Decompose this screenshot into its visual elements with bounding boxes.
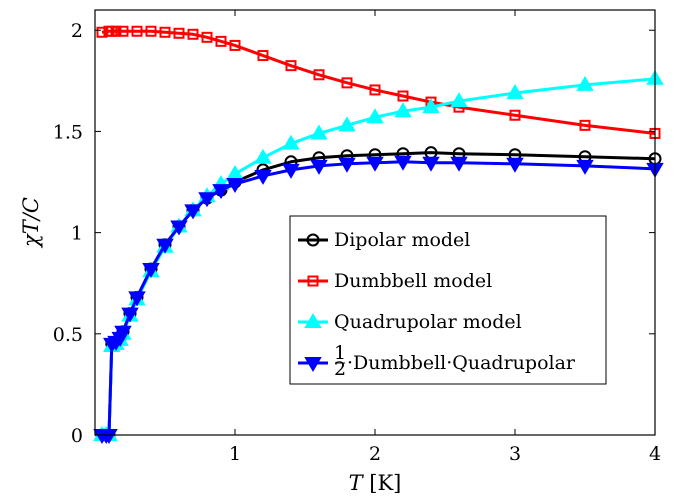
y-tick-label: 1.5 — [53, 121, 83, 143]
data-point — [282, 134, 300, 150]
data-point — [117, 25, 129, 37]
data-point — [506, 83, 524, 99]
data-point — [254, 148, 272, 164]
data-point — [450, 92, 468, 108]
legend-swatch-marker — [307, 275, 319, 287]
data-point — [366, 108, 384, 124]
data-point — [142, 263, 160, 279]
legend-entry-3: Quadrupolar model — [298, 311, 522, 333]
data-point — [187, 28, 199, 40]
data-point — [110, 25, 122, 37]
data-point — [201, 31, 213, 43]
data-point — [369, 84, 381, 96]
ticks-layer: 1 2 3 400.511.52 — [53, 10, 661, 465]
data-point — [184, 204, 202, 220]
x-axis-title: T [K] — [349, 471, 402, 495]
data-point — [310, 124, 328, 140]
data-point — [338, 116, 356, 132]
data-point — [128, 291, 146, 307]
y-tick-label: 2 — [71, 20, 83, 42]
data-point — [131, 25, 143, 37]
data-point — [159, 26, 171, 38]
x-tick-label: 3 — [509, 443, 521, 465]
data-point — [366, 156, 384, 172]
data-point — [282, 163, 300, 179]
data-point — [397, 90, 409, 102]
data-point — [173, 27, 185, 39]
data-point — [506, 157, 524, 173]
data-point — [145, 25, 157, 37]
x-tick-label: 2 — [369, 443, 381, 465]
data-point — [576, 75, 594, 91]
data-point — [394, 155, 412, 171]
legend-swatch-marker — [306, 233, 320, 247]
legend: Dipolar model Dumbbell model Quadrupolar m… — [289, 215, 607, 385]
y-tick-label: 1 — [71, 223, 83, 245]
data-point — [341, 77, 353, 89]
data-point — [422, 156, 440, 172]
data-point — [313, 69, 325, 81]
legend-label: Dipolar model — [334, 229, 470, 251]
data-point — [212, 184, 230, 200]
legend-fraction-denominator: 2 — [334, 358, 346, 380]
data-point — [215, 35, 227, 47]
y-tick-label: 0.5 — [53, 324, 83, 346]
data-point — [450, 156, 468, 172]
legend-fraction-numerator: 1 — [334, 342, 346, 364]
data-point — [422, 98, 440, 114]
series-4 — [93, 155, 664, 444]
x-tick-label: 1 — [229, 443, 241, 465]
data-point — [254, 169, 272, 185]
data-point — [579, 119, 591, 131]
data-point — [394, 102, 412, 118]
series-layer — [93, 25, 664, 444]
x-tick-label: 4 — [649, 443, 661, 465]
legend-swatch-marker — [304, 313, 322, 328]
data-point — [170, 220, 188, 236]
legend-entry-4: 12 ·Dumbbell·Quadrupolar — [298, 342, 576, 380]
legend-entry-1: Dipolar model — [298, 229, 470, 251]
data-point — [100, 429, 118, 444]
data-point — [509, 109, 521, 121]
data-point — [229, 39, 241, 51]
legend-entry-2: Dumbbell model — [298, 270, 492, 292]
y-axis-title: χT/C — [19, 197, 43, 249]
data-point — [226, 178, 244, 194]
data-point — [114, 325, 132, 341]
y-tick-label: 0 — [71, 425, 83, 447]
legend-label: Dumbbell model — [334, 270, 492, 292]
legend-label: ·Dumbbell·Quadrupolar — [347, 352, 576, 374]
data-point — [121, 307, 139, 323]
data-point — [338, 157, 356, 173]
data-point — [198, 192, 216, 208]
data-point — [285, 60, 297, 72]
legend-box — [289, 215, 607, 385]
data-point — [257, 50, 269, 62]
legend-label: Quadrupolar model — [334, 311, 522, 333]
data-point — [576, 159, 594, 175]
data-point — [156, 238, 174, 254]
legend-swatch-marker — [304, 357, 322, 372]
data-point — [310, 159, 328, 175]
series-2 — [96, 25, 661, 139]
